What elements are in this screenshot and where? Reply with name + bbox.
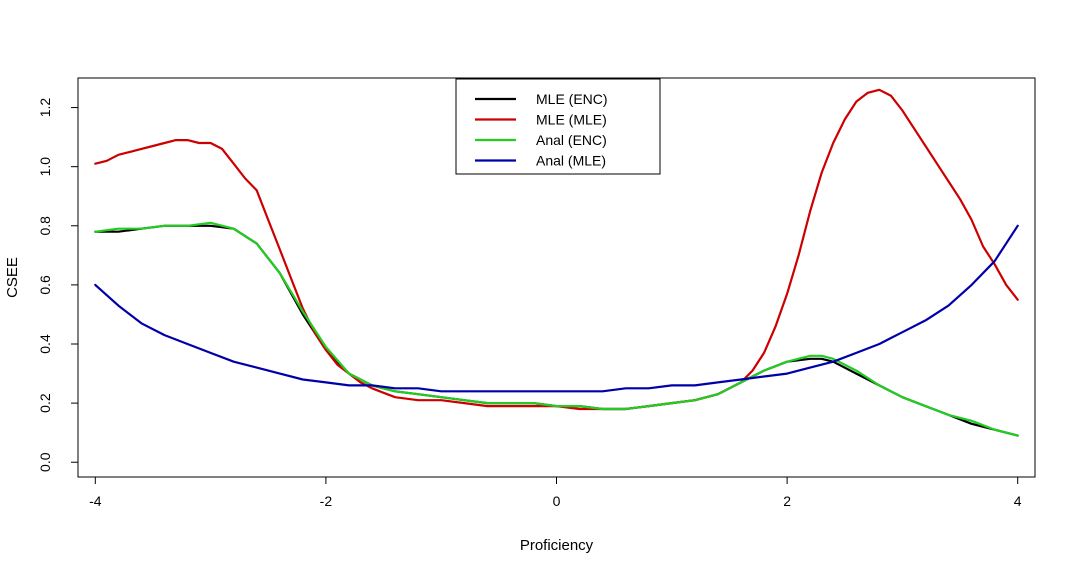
y-axis: 0.0 0.2 0.4 0.6 0.8 1.0 1.2 [37, 98, 78, 472]
legend-box [455, 78, 661, 175]
y-tick-label: 0.2 [37, 393, 53, 413]
y-tick-label: 0.6 [37, 275, 53, 295]
x-tick-label: -2 [320, 493, 333, 509]
x-tick-label: 0 [553, 493, 561, 509]
y-tick-label: 1.0 [37, 157, 53, 177]
y-axis-title: CSEE [4, 257, 21, 298]
series-line-anal-enc [94, 221, 1019, 437]
legend-label: Anal (MLE) [536, 153, 606, 169]
legend-label: MLE (ENC) [536, 91, 608, 107]
legend-label: MLE (MLE) [536, 112, 607, 128]
legend-label: Anal (ENC) [536, 132, 607, 148]
y-tick-label: 0.0 [37, 452, 53, 472]
x-tick-label: 2 [783, 493, 791, 509]
legend: MLE (ENC) MLE (MLE) Anal (ENC) Anal (MLE) [455, 78, 661, 175]
y-tick-label: 0.8 [37, 216, 53, 236]
x-tick-label: 4 [1014, 493, 1022, 509]
series-layer [94, 88, 1019, 437]
x-axis-title: Proficiency [520, 537, 594, 554]
y-tick-label: 1.2 [37, 98, 53, 118]
y-tick-label: 0.4 [37, 334, 53, 354]
series-line-anal-mle [94, 224, 1019, 393]
x-axis: -4 -2 0 2 4 [89, 477, 1022, 509]
x-tick-label: -4 [89, 493, 102, 509]
